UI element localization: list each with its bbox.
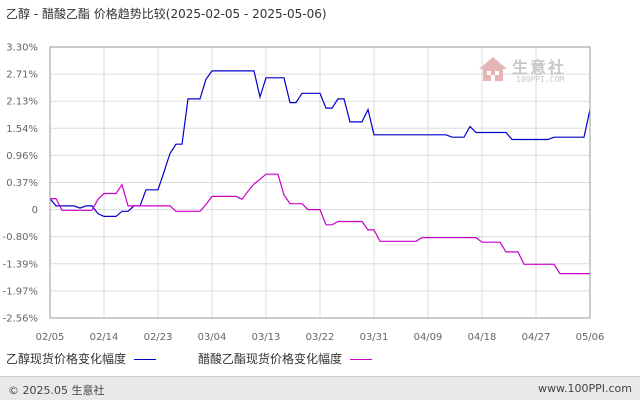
house-logo-icon bbox=[479, 57, 507, 81]
legend-swatch-ethyl-acetate bbox=[350, 359, 373, 360]
series-line-ethyl-acetate bbox=[50, 173, 590, 275]
x-tick-label: 03/31 bbox=[360, 332, 389, 343]
y-tick-label: 3.30% bbox=[6, 43, 38, 54]
y-tick-label: -1.39% bbox=[3, 259, 38, 270]
y-tick-label: -1.97% bbox=[3, 286, 38, 297]
logo-brand-text: 生意社 bbox=[512, 58, 567, 77]
legend-swatch-ethanol bbox=[134, 359, 157, 360]
y-tick-label: 0.96% bbox=[6, 151, 38, 162]
x-tick-label: 03/22 bbox=[306, 332, 335, 343]
x-tick-labels: 02/05 02/14 02/23 03/04 03/13 03/22 03/31 04/09… bbox=[36, 332, 605, 343]
x-tick-label: 02/23 bbox=[144, 332, 173, 343]
x-tick-label: 04/18 bbox=[468, 332, 497, 343]
footer-site-link[interactable]: www.100PPI.com bbox=[538, 382, 632, 395]
x-tick-label: 05/06 bbox=[576, 332, 605, 343]
x-tick-label: 03/13 bbox=[252, 332, 281, 343]
y-tick-labels: 3.30% 2.71% 2.13% 1.54% 0.96% 0.37% 0 -0.80% -1.… bbox=[3, 43, 38, 325]
y-tick-label: -0.80% bbox=[3, 232, 38, 243]
footer-copyright: © 2025.05 生意社 bbox=[8, 384, 105, 397]
x-tick-label: 04/09 bbox=[414, 332, 443, 343]
legend-item-ethyl-acetate: 醋酸乙酯现货价格变化幅度 bbox=[198, 350, 373, 367]
chart-plot: 3.30% 2.71% 2.13% 1.54% 0.96% 0.37% 0 -0.80% -1.… bbox=[3, 43, 605, 344]
y-tick-label: 0.37% bbox=[6, 178, 38, 189]
y-tick-label: 2.13% bbox=[6, 97, 38, 108]
y-tick-label: 0 bbox=[32, 205, 38, 216]
y-tick-label: 2.71% bbox=[6, 70, 38, 81]
x-tick-label: 02/14 bbox=[90, 332, 119, 343]
chart-title: 乙醇 - 醋酸乙酯 价格趋势比较(2025-02-05 - 2025-05-06… bbox=[6, 7, 327, 21]
logo-url-text: 100PPI.COM bbox=[516, 75, 565, 84]
legend-label-ethanol: 乙醇现货价格变化幅度 bbox=[6, 352, 127, 366]
y-tick-label: -2.56% bbox=[3, 314, 38, 325]
legend-item-ethanol: 乙醇现货价格变化幅度 bbox=[6, 350, 157, 367]
x-tick-label: 02/05 bbox=[36, 332, 65, 343]
x-tick-label: 03/04 bbox=[198, 332, 227, 343]
series-layer bbox=[49, 70, 591, 275]
site-logo: 生意社 100PPI.COM bbox=[478, 52, 588, 92]
plot-border bbox=[49, 46, 591, 319]
footer-bar: © 2025.05 生意社 www.100PPI.com bbox=[0, 376, 640, 400]
y-tick-label: 1.54% bbox=[6, 124, 38, 135]
x-tick-label: 04/27 bbox=[522, 332, 551, 343]
legend-label-ethyl-acetate: 醋酸乙酯现货价格变化幅度 bbox=[198, 352, 343, 366]
